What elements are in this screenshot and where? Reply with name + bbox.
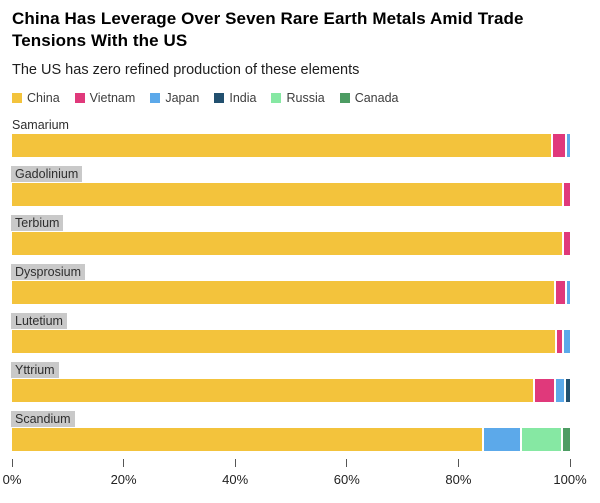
legend-item-china: China [12, 91, 60, 105]
legend-swatch-vietnam [74, 92, 85, 103]
tick-mark [457, 458, 459, 467]
stacked-bar [12, 280, 570, 304]
bar-row-scandium: Scandium [11, 410, 570, 451]
bar-segment-vietnam [563, 231, 570, 255]
category-label: Dysprosium [11, 263, 85, 280]
legend-label: Vietnam [89, 90, 136, 105]
category-label: Scandium [11, 410, 75, 427]
category-label: Terbium [11, 214, 64, 231]
bar-segment-vietnam [563, 182, 570, 206]
chart-subtitle: The US has zero refined production of th… [12, 61, 360, 78]
bar-segment-vietnam [553, 133, 565, 157]
tick-mark [346, 458, 348, 467]
tick-mark [123, 458, 125, 467]
legend-swatch-india [214, 92, 225, 103]
legend-item-canada: Canada [339, 90, 399, 105]
bar-segment-china [12, 280, 554, 304]
tick-label: 0% [2, 471, 22, 487]
tick-label: 40% [222, 471, 249, 487]
category-label: Gadolinium [11, 165, 83, 182]
category-label: Samarium [12, 117, 69, 132]
legend-label: Japan [165, 90, 200, 105]
legend-item-india: India [214, 91, 256, 105]
legend-swatch-japan [150, 92, 161, 103]
tick-label: 20% [110, 471, 137, 487]
chart-page: China Has Leverage Over Seven Rare Earth… [0, 8, 600, 491]
stacked-bar [12, 378, 570, 402]
legend-item-vietnam: Vietnam [74, 90, 136, 105]
legend-label: Russia [286, 90, 325, 105]
bar-segment-china [12, 427, 483, 451]
legend-label: Canada [354, 90, 399, 105]
bar-segment-canada [563, 427, 570, 451]
category-label: Yttrium [11, 361, 59, 378]
legend-label: India [229, 90, 257, 105]
stacked-bar [12, 182, 570, 206]
bar-segment-japan [484, 427, 521, 451]
bar-segment-russia [522, 427, 562, 451]
tick-label: 80% [445, 471, 472, 487]
bar-segment-china [12, 378, 533, 402]
bar-row-gadolinium: Gadolinium [11, 165, 570, 206]
legend-swatch-russia [271, 92, 282, 103]
category-label: Lutetium [11, 312, 67, 329]
tick-mark [11, 458, 13, 467]
bar-segment-vietnam [557, 329, 563, 353]
bar-row-lutetium: Lutetium [11, 312, 570, 353]
bar-segment-vietnam [555, 280, 565, 304]
tick-label: 100% [553, 471, 587, 487]
tick-label: 60% [333, 471, 360, 487]
bar-row-terbium: Terbium [11, 214, 570, 255]
bar-segment-japan [566, 133, 571, 157]
stacked-bar [12, 133, 571, 157]
stacked-bar [12, 427, 570, 451]
bar-segment-china [12, 182, 562, 206]
bar-segment-china [12, 329, 556, 353]
bar-segment-japan [564, 329, 570, 353]
chart-header: China Has Leverage Over Seven Rare Earth… [0, 8, 600, 105]
legend-item-japan: Japan [150, 91, 199, 105]
x-axis: 0% 20% 40% 60% 80% 100% [0, 458, 600, 491]
legend-swatch-canada [339, 92, 350, 103]
legend: China Vietnam Japan India Russia Canada [12, 91, 586, 105]
stacked-bar-chart: Samarium Gadolinium Terbium Dysprosium Lutet… [0, 116, 600, 451]
bar-segment-japan [556, 378, 564, 402]
stacked-bar [12, 231, 570, 255]
bar-segment-japan [566, 280, 570, 304]
x-axis-ticks: 0% 20% 40% 60% 80% 100% [3, 458, 587, 491]
bar-segment-china [12, 133, 552, 157]
stacked-bar [12, 329, 570, 353]
tick-mark [234, 458, 236, 467]
legend-item-russia: Russia [271, 90, 325, 105]
legend-label: China [27, 90, 60, 105]
legend-swatch-china [12, 92, 22, 103]
bar-segment-vietnam [534, 378, 555, 402]
bar-row-yttrium: Yttrium [11, 361, 570, 402]
tick-mark [569, 458, 571, 467]
bar-segment-china [12, 231, 562, 255]
bar-row-dysprosium: Dysprosium [11, 263, 570, 304]
bar-segment-india [565, 378, 570, 402]
chart-title: China Has Leverage Over Seven Rare Earth… [12, 9, 524, 51]
bar-row-samarium: Samarium [12, 116, 571, 157]
